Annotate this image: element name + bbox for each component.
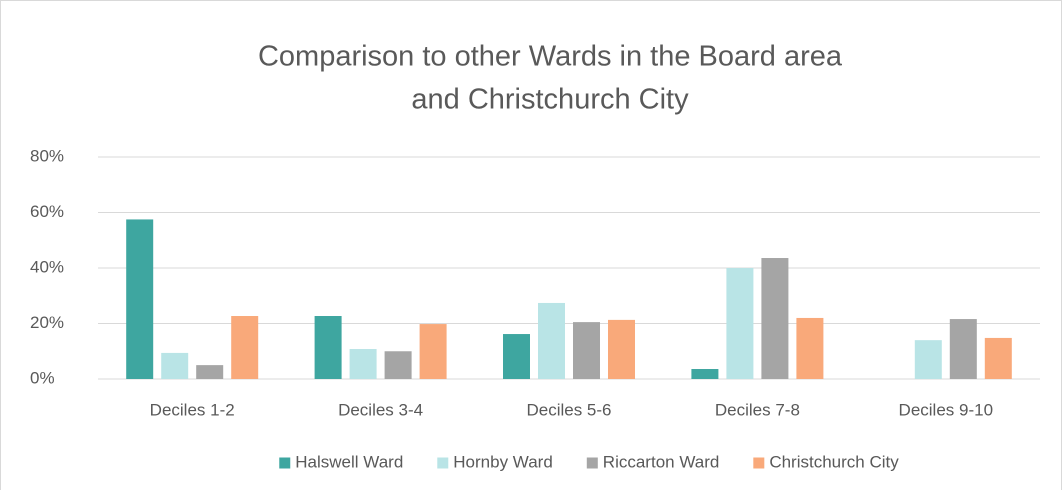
- legend-label: Hornby Ward: [453, 452, 553, 471]
- bar: [384, 351, 412, 379]
- x-tick-label: Deciles 5-6: [526, 400, 611, 419]
- bar: [196, 365, 224, 379]
- legend-label: Riccarton Ward: [603, 452, 720, 471]
- bar: [984, 337, 1012, 379]
- y-tick-label: 80%: [30, 146, 64, 165]
- chart-title: and Christchurch City: [411, 84, 689, 116]
- legend-swatch: [437, 457, 449, 469]
- legend-swatch: [753, 457, 765, 469]
- y-tick-label: 0%: [30, 368, 55, 387]
- bar: [726, 268, 754, 379]
- bar: [914, 340, 942, 379]
- x-tick-label: Deciles 1-2: [150, 400, 235, 419]
- legend-swatch: [279, 457, 291, 469]
- x-tick-label: Deciles 7-8: [715, 400, 800, 419]
- bar: [349, 349, 377, 379]
- legend-label: Halswell Ward: [295, 452, 403, 471]
- y-tick-label: 60%: [30, 202, 64, 221]
- bar: [419, 324, 447, 379]
- bar: [314, 316, 342, 379]
- bar: [126, 219, 154, 379]
- legend-swatch: [586, 457, 598, 469]
- bar: [573, 322, 600, 379]
- bar: [949, 319, 977, 379]
- x-tick-label: Deciles 3-4: [338, 400, 423, 419]
- bar: [231, 316, 259, 379]
- chart-title: Comparison to other Wards in the Board a…: [258, 41, 843, 73]
- bar: [608, 319, 635, 379]
- legend-label: Christchurch City: [769, 452, 899, 471]
- bar: [538, 302, 565, 379]
- bar: [691, 369, 719, 379]
- y-tick-label: 40%: [30, 257, 64, 276]
- bar: [161, 352, 189, 379]
- bar: [503, 334, 530, 379]
- bar: [796, 317, 824, 379]
- x-tick-label: Deciles 9-10: [899, 400, 994, 419]
- y-tick-label: 20%: [30, 313, 64, 332]
- bar: [761, 258, 789, 379]
